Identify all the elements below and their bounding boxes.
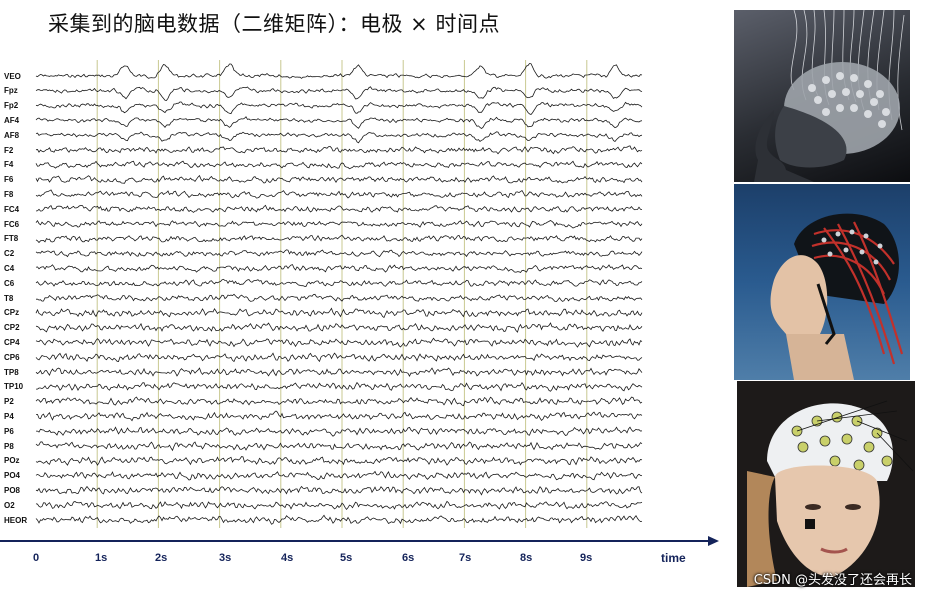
channel-label: PO8 xyxy=(4,485,21,495)
eeg-trace-f6 xyxy=(35,174,643,184)
watermark: CSDN @头发没了还会再长 xyxy=(753,573,912,588)
eeg-trace-heor xyxy=(35,514,643,525)
eeg-trace-ft8 xyxy=(35,234,643,244)
eeg-electrode-head-image xyxy=(734,10,910,182)
eeg-trace-p6 xyxy=(36,426,643,437)
eeg-trace-tp8 xyxy=(35,367,643,377)
eeg-trace-f4 xyxy=(35,160,643,170)
time-tick-label: 4s xyxy=(281,552,294,564)
eeg-trace-veo xyxy=(35,63,643,79)
channel-label: C4 xyxy=(4,263,15,273)
channel-label: Fpz xyxy=(4,86,18,96)
channel-label: CPz xyxy=(4,308,20,318)
eeg-trace-t8 xyxy=(35,293,643,303)
channel-label: TP8 xyxy=(4,367,19,377)
channel-label: P8 xyxy=(4,441,14,451)
eeg-trace-c4 xyxy=(35,264,643,273)
eeg-white-cap-woman-image xyxy=(737,381,915,587)
eeg-cap-woman-image xyxy=(734,184,910,380)
channel-label: AF8 xyxy=(4,130,20,140)
eeg-trace-f2 xyxy=(35,145,643,155)
eeg-trace-cp4 xyxy=(35,337,643,348)
channel-label: F2 xyxy=(4,145,14,155)
channel-label: CP4 xyxy=(4,337,20,347)
time-tick-label: 7s xyxy=(459,552,472,564)
eeg-trace-f8 xyxy=(35,189,643,199)
channel-labels: VEO Fpz Fp2 AF4 AF8 F2 F4 F6 F8 FC4 FC6 FT8 C2 C4 C6 T8… xyxy=(4,54,38,534)
eeg-trace-c2 xyxy=(35,249,643,258)
channel-label: F8 xyxy=(4,189,14,199)
eeg-trace-af8 xyxy=(35,131,643,144)
time-tick-label: 0 xyxy=(33,552,40,564)
eeg-trace-fc4 xyxy=(35,204,643,213)
channel-label: F4 xyxy=(4,160,14,170)
time-tick-label: 1s xyxy=(95,552,108,564)
eeg-trace-p4 xyxy=(36,410,643,422)
channel-label: CP6 xyxy=(4,352,20,362)
channel-label: T8 xyxy=(4,293,14,303)
channel-label: O2 xyxy=(4,500,15,510)
time-tick-label: 2s xyxy=(155,552,168,564)
channel-label: FT8 xyxy=(4,234,19,244)
eeg-trace-o2 xyxy=(35,500,643,511)
channel-label: TP10 xyxy=(4,382,24,392)
eeg-trace-fc6 xyxy=(35,219,643,229)
eeg-trace-tp10 xyxy=(36,381,643,392)
channel-label: C6 xyxy=(4,278,15,288)
time-tick-label: 8s xyxy=(520,552,533,564)
channel-label: P2 xyxy=(4,397,14,407)
eeg-plot: VEO Fpz Fp2 AF4 AF8 F2 F4 F6 F8 FC4 FC6 FT8 C2 C4 C6 T8… xyxy=(0,54,726,554)
time-axis-arrowhead xyxy=(708,536,719,546)
channel-label: Fp2 xyxy=(4,101,19,111)
time-axis-label: time xyxy=(661,551,686,565)
channel-label: F6 xyxy=(4,175,14,185)
eeg-trace-poz xyxy=(35,456,643,466)
page-title: 采集到的脑电数据（二维矩阵）：电极 × 时间点 xyxy=(48,12,500,36)
time-tick-label: 9s xyxy=(580,552,593,564)
channel-label: HEOR xyxy=(4,515,28,525)
eeg-trace-p2 xyxy=(35,396,643,407)
time-tick-label: 3s xyxy=(219,552,232,564)
eeg-trace-po4 xyxy=(35,470,643,481)
eeg-trace-c6 xyxy=(35,278,643,287)
channel-label: CP2 xyxy=(4,323,20,333)
channel-label: P6 xyxy=(4,426,14,436)
channel-label: PO4 xyxy=(4,471,21,481)
time-tick-label: 6s xyxy=(402,552,415,564)
channel-label: C2 xyxy=(4,249,15,259)
eeg-trace-fpz xyxy=(35,86,643,101)
channel-label: AF4 xyxy=(4,115,20,125)
channel-label: POz xyxy=(4,456,20,466)
eeg-trace-af4 xyxy=(35,116,643,129)
eeg-trace-cpz xyxy=(35,307,643,319)
channel-label: P4 xyxy=(4,411,14,421)
channel-label: FC4 xyxy=(4,204,20,214)
eeg-trace-cp6 xyxy=(35,352,643,363)
eeg-traces xyxy=(0,60,719,546)
time-tick-label: 5s xyxy=(340,552,353,564)
eeg-trace-fp2 xyxy=(35,101,643,115)
eeg-trace-cp2 xyxy=(35,322,643,333)
channel-label: VEO xyxy=(4,71,21,81)
eeg-trace-p8 xyxy=(35,441,643,452)
channel-label: FC6 xyxy=(4,219,20,229)
eeg-trace-po8 xyxy=(35,485,643,496)
